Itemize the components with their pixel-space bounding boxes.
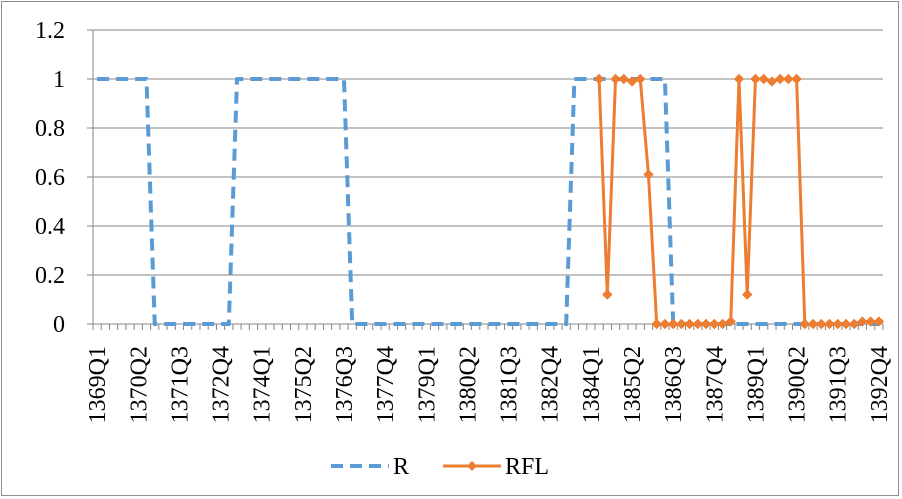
- data-point-rfl: [807, 318, 819, 330]
- x-tick-label: 1382Q4: [538, 346, 564, 423]
- data-point-rfl: [602, 289, 613, 300]
- series-lines: [97, 73, 885, 330]
- data-point-rfl: [758, 73, 769, 85]
- x-tick-label: 1370Q2: [126, 346, 152, 423]
- x-tick-label: 1392Q4: [867, 346, 893, 423]
- x-tick-label: 1376Q3: [332, 346, 358, 423]
- data-point-rfl: [684, 318, 695, 330]
- data-point-rfl: [824, 318, 835, 330]
- data-point-rfl: [750, 73, 761, 85]
- legend-label-r: R: [393, 454, 409, 480]
- data-point-rfl: [593, 73, 605, 85]
- data-point-rfl: [725, 316, 736, 327]
- x-tick-label: 1379Q1: [414, 346, 440, 423]
- data-point-rfl: [840, 318, 852, 330]
- series-line-r: [97, 77, 879, 326]
- y-tick-label: 0: [53, 312, 65, 338]
- data-point-rfl: [816, 318, 827, 330]
- data-point-rfl: [717, 318, 728, 330]
- legend-label-rfl: RFL: [505, 454, 549, 480]
- data-point-rfl: [742, 289, 753, 300]
- axes: 0 0.2 0.4 0.6 0.8 1 1.2 1369Q1 1370Q2 1371Q3 1372Q…: [35, 18, 893, 423]
- data-point-rfl: [610, 73, 621, 85]
- data-point-rfl: [832, 318, 843, 330]
- y-tick-label: 0.6: [35, 165, 65, 191]
- x-tick-label: 1374Q1: [250, 346, 276, 423]
- data-point-rfl: [700, 318, 712, 330]
- data-point-rfl: [709, 318, 720, 330]
- data-point-rfl: [799, 318, 811, 330]
- legend-marker-rfl: [467, 461, 477, 471]
- x-tick-label: 1389Q1: [743, 346, 769, 423]
- y-tick-label: 1: [53, 67, 65, 93]
- data-point-rfl: [873, 316, 885, 327]
- data-point-rfl: [783, 73, 794, 85]
- data-point-rfl: [848, 318, 860, 330]
- data-point-rfl: [626, 76, 638, 87]
- legend: R RFL: [331, 454, 549, 480]
- x-tick-label: 1387Q4: [702, 346, 728, 423]
- x-tick-label: 1369Q1: [85, 346, 111, 423]
- y-tick-label: 0.4: [35, 214, 65, 240]
- data-point-rfl: [865, 316, 876, 327]
- data-point-rfl: [618, 73, 629, 85]
- gridlines: [93, 29, 883, 276]
- data-point-rfl: [651, 318, 662, 330]
- data-point-rfl: [676, 318, 687, 330]
- x-tick-label: 1381Q3: [497, 346, 523, 423]
- x-tick-label: 1375Q2: [291, 346, 317, 423]
- data-point-rfl: [692, 318, 704, 330]
- data-point-rfl: [774, 73, 786, 85]
- x-tick-label: 1390Q2: [785, 346, 811, 423]
- data-point-rfl: [643, 169, 654, 180]
- data-point-rfl: [667, 318, 679, 330]
- x-tick-label: 1380Q2: [455, 346, 481, 423]
- data-point-rfl: [791, 73, 802, 85]
- x-tick-label: 1386Q3: [661, 346, 687, 423]
- x-tick-label: 1384Q1: [579, 346, 605, 423]
- data-point-rfl: [857, 316, 868, 327]
- y-tick-label: 1.2: [35, 18, 65, 44]
- y-tick-label: 0.2: [35, 263, 65, 289]
- series-line-rfl: [597, 77, 879, 326]
- x-tick-label: 1371Q3: [167, 346, 193, 423]
- y-tick-label: 0.8: [35, 116, 65, 142]
- x-tick-label: 1391Q3: [826, 346, 852, 423]
- x-tick-label: 1385Q2: [620, 346, 646, 423]
- data-point-rfl: [659, 318, 671, 330]
- data-point-rfl: [733, 73, 745, 85]
- x-tick-label: 1377Q4: [373, 346, 399, 423]
- data-point-rfl: [766, 76, 778, 87]
- data-point-rfl: [635, 73, 646, 85]
- x-tick-label: 1372Q4: [209, 346, 235, 423]
